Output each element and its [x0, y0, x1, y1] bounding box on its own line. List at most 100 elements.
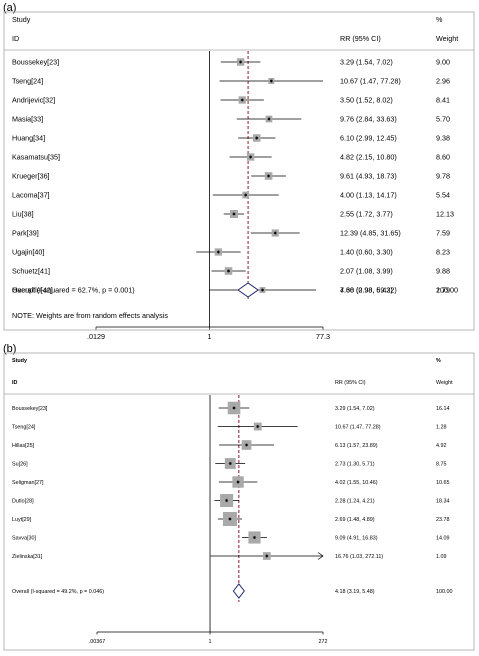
study-weight: 5.54: [436, 191, 450, 200]
study-ci-text: 9.76 (2.84, 33.63): [340, 115, 397, 124]
study-ci-text: 7.60 (0.98, 59.22): [340, 286, 397, 295]
forest-panel-b: (b) Study ID RR (95% CI) % Weight Bousse…: [3, 343, 475, 651]
forest-panel-a: (a) Study ID RR (95% CI) % Weight Bousse…: [3, 2, 475, 341]
study-ci-text: 4.02 (1.55, 10.46): [335, 480, 378, 486]
x-tick-label: 272: [319, 639, 328, 645]
header-ci: RR (95% CI): [340, 34, 381, 43]
header-study: Study: [12, 358, 27, 364]
point-estimate: [273, 231, 277, 235]
study-label: Ugajin[40]: [12, 248, 44, 257]
study-ci-text: 2.28 (1.24, 4.21): [335, 499, 375, 505]
x-tick-label: 1: [209, 639, 212, 645]
point-estimate: [240, 98, 244, 102]
point-estimate: [269, 79, 273, 83]
study-weight: 8.60: [436, 153, 450, 162]
study-label: Dutlo[28]: [12, 499, 34, 505]
study-weight: 8.75: [436, 462, 447, 468]
study-label: Lacoma[37]: [12, 191, 50, 200]
study-label: Su[26]: [12, 462, 28, 468]
study-weight: 9.00: [436, 58, 450, 67]
study-weight: 16.14: [436, 406, 450, 412]
study-rows: Boussekey[23] 3.29 (1.54, 7.02) 9.00 Tseng[…: [12, 51, 458, 327]
study-weight: 5.70: [436, 115, 450, 124]
panel-frame: [3, 352, 475, 651]
x-axis-ticks: .0129 1 77.3: [87, 327, 330, 341]
overall-label: Overall (I-squared = 62.7%, p = 0.001): [12, 286, 135, 295]
point-estimate: [228, 517, 232, 521]
study-label: Schuetz[41]: [12, 267, 50, 276]
x-tick-label: .00367: [89, 639, 106, 645]
study-label: Tseng[24]: [12, 425, 36, 431]
x-tick-label: 77.3: [316, 332, 330, 341]
study-ci-text: 10.67 (1.47, 77.28): [335, 425, 381, 431]
study-weight: 8.23: [436, 248, 450, 257]
study-ci-text: 4.82 (2.15, 10.80): [340, 153, 397, 162]
study-label: Luyt[29]: [12, 517, 32, 523]
point-estimate: [244, 443, 249, 447]
ci-overflow-arrow: [317, 552, 324, 560]
point-estimate: [226, 269, 231, 273]
study-ci-text: 6.10 (2.99, 12.45): [340, 134, 397, 143]
study-label: Boussekey[23]: [12, 406, 48, 412]
pooled-diamond: [237, 282, 259, 298]
header-ci: RR (95% CI): [335, 380, 366, 386]
study-ci-text: 10.67 (1.47, 77.28): [340, 77, 401, 86]
header-weight: Weight: [436, 380, 453, 386]
study-ci-text: 16.76 (1.03, 272.11): [335, 554, 383, 560]
overall-label: Overall (I-squared = 49.2%, p = 0.046): [12, 589, 104, 595]
point-estimate: [232, 406, 236, 410]
study-weight: 9.38: [436, 134, 450, 143]
point-estimate: [216, 250, 220, 254]
point-estimate: [266, 174, 271, 178]
study-weight: 1.09: [436, 554, 447, 560]
panel-label: (b): [3, 343, 16, 355]
header-percent: %: [436, 358, 441, 364]
study-label: Krueger[36]: [12, 172, 50, 181]
study-label: Liu[38]: [12, 210, 34, 219]
point-estimate: [232, 212, 236, 216]
point-estimate: [267, 117, 271, 121]
overall-weight: 100.00: [436, 286, 458, 295]
point-estimate: [236, 480, 240, 484]
point-estimate: [239, 60, 243, 64]
study-weight: 4.92: [436, 443, 447, 449]
header-study: Study: [12, 15, 31, 24]
study-weight: 2.79: [436, 286, 450, 295]
study-label: Seligman[27]: [12, 480, 44, 486]
overall-ci-text: 4.18 (3.19, 5.48): [335, 589, 375, 595]
study-weight: 9.88: [436, 267, 450, 276]
study-weight: 7.59: [436, 229, 450, 238]
panel-frame: [3, 11, 475, 331]
study-label: Savva[30]: [12, 536, 36, 542]
study-label: Andrijevic[32]: [12, 96, 55, 105]
note-text: NOTE: Weights are from random effects an…: [12, 311, 168, 320]
study-ci-text: 2.55 (1.72, 3.77): [340, 210, 393, 219]
point-estimate: [248, 155, 253, 159]
study-label: Zielinska[31]: [12, 554, 43, 560]
study-weight: 23.78: [436, 517, 450, 523]
header-id: ID: [12, 380, 17, 386]
study-weight: 9.78: [436, 172, 450, 181]
point-estimate: [225, 498, 229, 503]
study-weight: 14.09: [436, 536, 450, 542]
study-label: Tseng[24]: [12, 77, 43, 86]
study-weight: 2.96: [436, 77, 450, 86]
study-ci-text: 3.50 (1.52, 8.02): [340, 96, 393, 105]
study-ci-text: 2.07 (1.08, 3.99): [340, 267, 393, 276]
study-ci-text: 2.69 (1.48, 4.89): [335, 517, 375, 523]
point-estimate: [252, 535, 257, 540]
study-ci-text: 6.13 (1.57, 23.89): [335, 443, 378, 449]
study-rows: Boussekey[23] 3.29 (1.54, 7.02) 16.14 Tseng…: [12, 395, 453, 632]
point-estimate: [228, 461, 232, 466]
pooled-diamond: [232, 583, 245, 599]
x-axis-ticks: .00367 1 272: [89, 632, 328, 645]
study-ci-text: 3.29 (1.54, 7.02): [335, 406, 375, 412]
study-label: Haeuptle[42]: [12, 286, 53, 295]
point-estimate: [260, 288, 265, 292]
study-ci-text: 3.29 (1.54, 7.02): [340, 58, 393, 67]
overall-weight: 100.00: [436, 589, 453, 595]
header-weight: Weight: [436, 34, 458, 43]
point-estimate: [244, 193, 248, 197]
x-tick-label: 1: [208, 332, 212, 341]
point-estimate: [265, 554, 269, 558]
